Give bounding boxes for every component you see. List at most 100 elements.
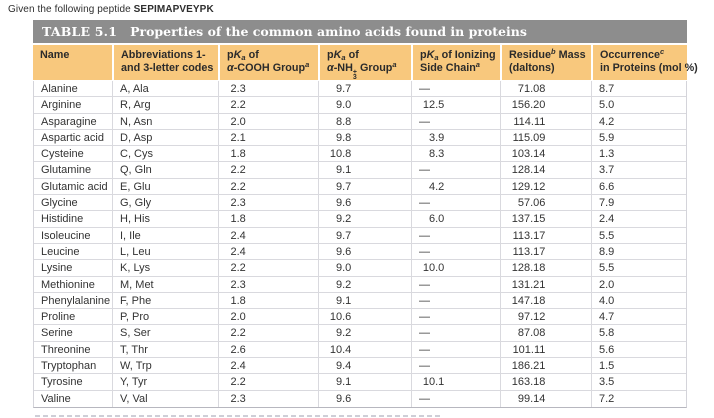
cell-occurrence: 5.9 — [591, 129, 685, 146]
cell-text: — — [419, 245, 430, 258]
cell-text: 113.17 — [512, 245, 546, 258]
cell-text: Phenylalanine — [41, 294, 111, 307]
cell-text: Arginine — [41, 99, 82, 112]
cell-pka-cooh: 2.4 — [218, 227, 318, 243]
table-row: Serine S, Ser 2.2 9.2 — 87.08 5.8 — [34, 325, 686, 342]
cell-name: Alanine — [34, 81, 112, 96]
cell-name: Glycine — [34, 195, 112, 210]
cell-text: 147.18 — [511, 294, 546, 307]
cell-text: V, Val — [120, 392, 148, 405]
cell-occurrence: 1.5 — [591, 358, 685, 374]
cell-text: — — [419, 229, 430, 242]
cell-pka-nh3: 9.6 — [318, 195, 411, 211]
cell-pka-cooh: 2.0 — [218, 309, 318, 325]
cell-abbreviations: W, Trp — [112, 358, 218, 374]
table-row: Aspartic acid D, Asp 2.1 9.8 3.9 115.09 5.9 — [34, 129, 686, 147]
table-row: Alanine A, Ala 2.3 9.7 — 71.08 8.7 — [34, 81, 686, 98]
cell-occurrence: 4.2 — [591, 113, 685, 129]
cell-pka-side-chain: — — [411, 81, 500, 97]
header-text: α-COOH Groupa — [227, 60, 310, 74]
cell-pka-cooh: 2.3 — [218, 390, 318, 407]
table-title: Properties of the common amino acids fou… — [130, 24, 527, 39]
cell-text: 5.6 — [599, 343, 615, 356]
cell-occurrence: 6.6 — [591, 178, 685, 195]
cell-text: 1.3 — [599, 148, 615, 161]
cell-text: 8.3 — [429, 148, 445, 161]
cell-pka-side-chain: — — [411, 309, 500, 325]
cell-text: — — [419, 278, 430, 291]
cell-text: Asparagine — [41, 115, 97, 128]
cell-text: 8.8 — [336, 115, 352, 128]
cell-text: 6.6 — [599, 180, 615, 193]
cell-text: 5.5 — [599, 229, 615, 242]
cell-abbreviations: H, His — [112, 211, 218, 227]
cell-text: 9.0 — [336, 99, 352, 112]
cell-pka-nh3: 9.7 — [318, 227, 411, 243]
cell-pka-cooh: 2.2 — [218, 97, 318, 113]
cell-abbreviations: S, Ser — [112, 325, 218, 341]
table-row: Phenylalanine F, Phe 1.8 9.1 — 147.18 4.0 — [34, 292, 686, 310]
cell-residue-mass: 147.18 — [500, 292, 591, 309]
cell-pka-nh3: 9.6 — [318, 390, 411, 407]
cell-pka-cooh: 2.2 — [218, 374, 318, 390]
cell-residue-mass: 87.08 — [500, 325, 591, 341]
cell-text: 9.7 — [336, 180, 352, 193]
col-header-abbreviations: Abbreviations 1- and 3-letter codes — [112, 45, 218, 80]
cell-text: 3.7 — [599, 164, 615, 177]
table-row: Proline P, Pro 2.0 10.6 — 97.12 4.7 — [34, 309, 686, 326]
cell-pka-side-chain: — — [411, 341, 500, 358]
table-row: Cysteine C, Cys 1.8 10.8 8.3 103.14 1.3 — [34, 146, 686, 163]
col-header-occurrence: Occurrencec in Proteins (mol %) — [591, 45, 698, 80]
cell-text: — — [419, 327, 430, 340]
cell-text: 7.2 — [599, 392, 615, 405]
cell-pka-nh3: 8.8 — [318, 113, 411, 129]
header-text: α-NH +3 Groupa — [327, 60, 397, 81]
cell-text: R, Arg — [120, 99, 151, 112]
cell-abbreviations: P, Pro — [112, 309, 218, 325]
cell-text: 9.4 — [336, 360, 352, 373]
cell-pka-nh3: 9.1 — [318, 162, 411, 178]
cell-text: 9.6 — [336, 245, 352, 258]
col-header-pka-nh3: pKa of α-NH +3 Groupa — [318, 45, 411, 81]
cell-name: Histidine — [34, 211, 112, 226]
header-text: Side Chaina — [420, 60, 480, 74]
cell-text: 97.12 — [517, 311, 546, 324]
cell-occurrence: 2.4 — [591, 211, 685, 227]
cell-text: 8.9 — [599, 245, 615, 258]
cell-text: 9.2 — [336, 213, 352, 226]
cell-pka-cooh: 1.8 — [218, 292, 318, 309]
cell-text: Tyrosine — [41, 376, 83, 389]
cell-name: Isoleucine — [34, 228, 112, 243]
cell-residue-mass: 163.18 — [500, 374, 591, 390]
cell-residue-mass: 128.14 — [500, 162, 591, 178]
cell-text: 2.2 — [230, 376, 246, 389]
cell-text: 2.0 — [599, 278, 615, 291]
cell-residue-mass: 101.11 — [500, 341, 591, 358]
cell-residue-mass: 113.17 — [500, 243, 591, 260]
cell-text: 10.6 — [329, 311, 352, 324]
cell-text: 9.7 — [336, 229, 352, 242]
cell-text: — — [419, 392, 430, 405]
cell-pka-side-chain: — — [411, 390, 500, 407]
cell-occurrence: 8.9 — [591, 243, 685, 260]
cell-pka-cooh: 2.4 — [218, 358, 318, 374]
cell-residue-mass: 131.21 — [500, 276, 591, 292]
col-header-pka-side-chain: pKa of Ionizing Side Chaina — [411, 45, 500, 80]
cell-pka-nh3: 9.2 — [318, 276, 411, 292]
cell-abbreviations: V, Val — [112, 390, 218, 407]
cell-abbreviations: D, Asp — [112, 129, 218, 146]
cell-text: 156.20 — [511, 99, 546, 112]
cell-text: K, Lys — [120, 262, 151, 275]
cell-name: Tyrosine — [34, 374, 112, 389]
cell-residue-mass: 129.12 — [500, 178, 591, 195]
cell-pka-side-chain: 10.0 — [411, 260, 500, 276]
cell-pka-side-chain: — — [411, 358, 500, 374]
cell-name: Aspartic acid — [34, 130, 112, 145]
table-row: Histidine H, His 1.8 9.2 6.0 137.15 2.4 — [34, 211, 686, 228]
cell-pka-nh3: 10.4 — [318, 341, 411, 358]
cell-text: D, Asp — [120, 131, 153, 144]
cell-pka-nh3: 9.8 — [318, 129, 411, 146]
cell-pka-cooh: 2.1 — [218, 129, 318, 146]
cell-abbreviations: I, Ile — [112, 227, 218, 243]
cell-text: Lysine — [41, 262, 73, 275]
